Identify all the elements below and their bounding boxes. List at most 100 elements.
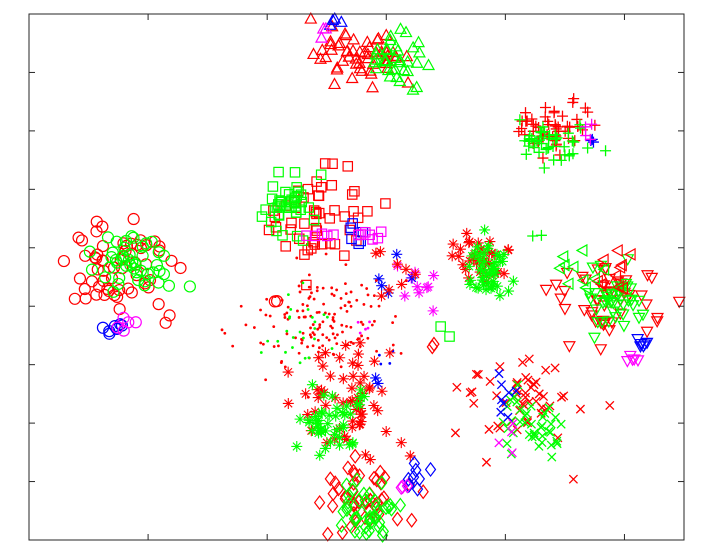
red-dot-point [315,285,319,289]
red-dot-point [310,291,313,295]
blue-dot-point [377,353,381,357]
red-cross-point [485,376,495,387]
red-dot-point [297,284,301,288]
green-star-point [331,402,343,414]
red-triangle-down-point [650,312,665,325]
green-triangle-up-point [410,80,424,93]
green-circle-point [141,267,154,280]
green-square-point [273,199,284,210]
red-square-point [309,239,321,250]
red-circle-point [152,298,165,311]
green-plus-point [533,146,545,158]
red-star-point [463,237,475,249]
red-star-point [346,395,358,407]
green-triangle-down-point [632,312,646,325]
magenta-triangle-down-point [631,355,645,368]
red-circle-point [73,272,87,285]
green-plus-point [555,154,567,166]
green-triangle-up-point [394,22,408,34]
red-dot-point [295,256,299,260]
red-star-point [302,409,314,421]
green-triangle-up-point [393,55,407,68]
red-plus-point [567,96,579,108]
red-dot-point [272,345,276,348]
green-star-point [344,408,356,420]
red-triangle-up-point [306,47,321,60]
red-star-point [324,370,336,382]
green-triangle-down-point [626,300,640,312]
red-diamond-point [322,526,334,542]
magenta-cross-point [508,418,518,429]
green-triangle-down-point [598,296,612,309]
green-triangle-up-point [380,43,394,56]
green-triangle-left-point [576,273,589,287]
red-circle-point [92,280,106,293]
green-star-point [503,285,515,297]
red-star-point [312,392,324,404]
red-triangle-up-point [361,47,375,60]
red-star-point [320,399,332,411]
red-star-point [400,263,412,275]
green-star-point [482,240,494,252]
green-plus-point [526,133,538,145]
red-dot-point [391,321,395,325]
green-plus-point [562,127,574,139]
green-triangle-left-point [561,277,574,291]
red-circle-point [163,309,176,322]
red-dot-point [375,349,378,353]
green-triangle-up-point [379,54,393,66]
red-circle-point [174,261,187,275]
green-plus-point [514,114,526,126]
data-points-layer [57,11,686,543]
green-star-point [311,415,323,427]
red-dot-point [312,297,316,301]
magenta-plus-point [580,121,592,133]
green-star-point [354,399,366,411]
red-star-point [502,244,514,256]
red-dot-point [307,285,311,289]
blue-diamond-point [411,481,424,497]
red-circle-point [91,248,104,261]
red-cross-point [473,369,483,380]
red-dot-point [339,306,343,310]
red-square-point [319,158,331,169]
red-dot-point [321,344,325,348]
green-dot-point [313,320,317,324]
red-triangle-down-point [640,326,654,339]
green-dot-point [301,281,305,285]
red-dot-point [301,303,305,306]
red-dot-point [327,312,331,316]
green-star-point [465,274,477,286]
red-dot-point [311,331,315,335]
red-dot-point [300,338,304,342]
red-dot-point [333,336,337,340]
green-dot-point [325,315,329,319]
red-star-point [329,392,341,404]
red-dot-point [373,319,376,323]
red-star-point [498,268,510,280]
red-cross-point [559,391,569,401]
green-star-point [476,274,488,286]
red-star-point [484,236,496,248]
green-star-point [306,424,318,436]
red-circle-point [125,286,138,299]
green-star-point [463,260,475,272]
red-dot-point [370,323,374,327]
green-plus-point [537,121,549,133]
green-star-point [470,282,482,294]
blue-square-point [345,222,357,234]
red-dot-point [317,310,321,314]
magenta-square-point [375,226,387,238]
blue-circle-point [96,321,110,334]
green-plus-point [550,132,562,144]
red-triangle-up-point [325,19,339,32]
green-diamond-point [335,517,348,533]
red-star-point [464,255,476,267]
red-diamond-point [417,484,429,500]
green-star-point [314,449,326,461]
green-dot-point [298,330,302,334]
red-dot-point [321,333,325,337]
red-dot-point [349,290,353,294]
red-dot-point [355,298,359,302]
green-dot-point [322,313,326,317]
